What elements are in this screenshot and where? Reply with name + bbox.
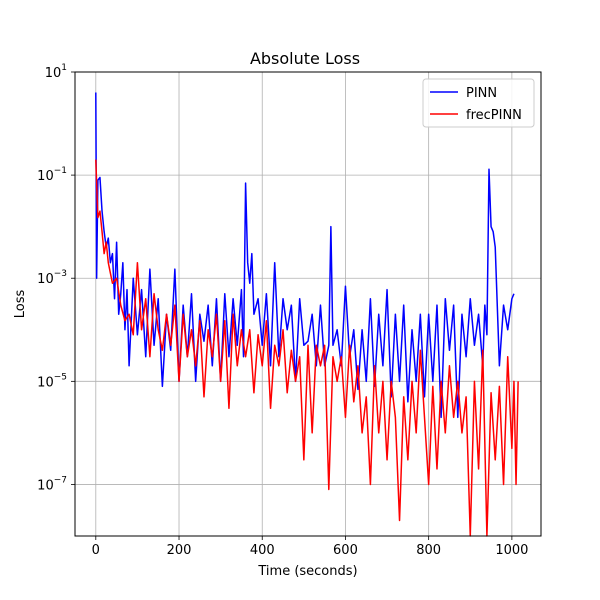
x-tick-label: 400 [250, 543, 275, 558]
legend-label: frecPINN [466, 108, 522, 123]
plot-area [95, 92, 519, 537]
x-axis: 0 200 400 600 800 1000 [92, 536, 528, 558]
x-tick-label: 0 [92, 543, 100, 558]
chart-title: Absolute Loss [250, 49, 360, 68]
x-tick-label: 200 [167, 543, 192, 558]
legend-box [422, 78, 535, 128]
legend: PINN frecPINN [422, 78, 535, 128]
y-axis-label: Loss [13, 290, 28, 319]
y-tick-label: 10−1 [37, 166, 67, 184]
y-tick-label: 101 [45, 63, 67, 81]
x-tick-label: 1000 [495, 543, 528, 558]
y-tick-label: 10−3 [37, 269, 67, 287]
y-axis: 10−7 10−5 10−3 10−1 101 [37, 63, 75, 493]
y-tick-label: 10−5 [37, 372, 67, 390]
series-line-pinn [95, 92, 515, 419]
x-axis-label: Time (seconds) [257, 564, 357, 579]
x-tick-label: 800 [416, 543, 441, 558]
x-tick-label: 600 [333, 543, 358, 558]
y-tick-label: 10−7 [37, 475, 67, 493]
series-line-frecpinn [95, 159, 519, 537]
axes-frame [74, 71, 542, 537]
legend-label: PINN [466, 86, 497, 101]
